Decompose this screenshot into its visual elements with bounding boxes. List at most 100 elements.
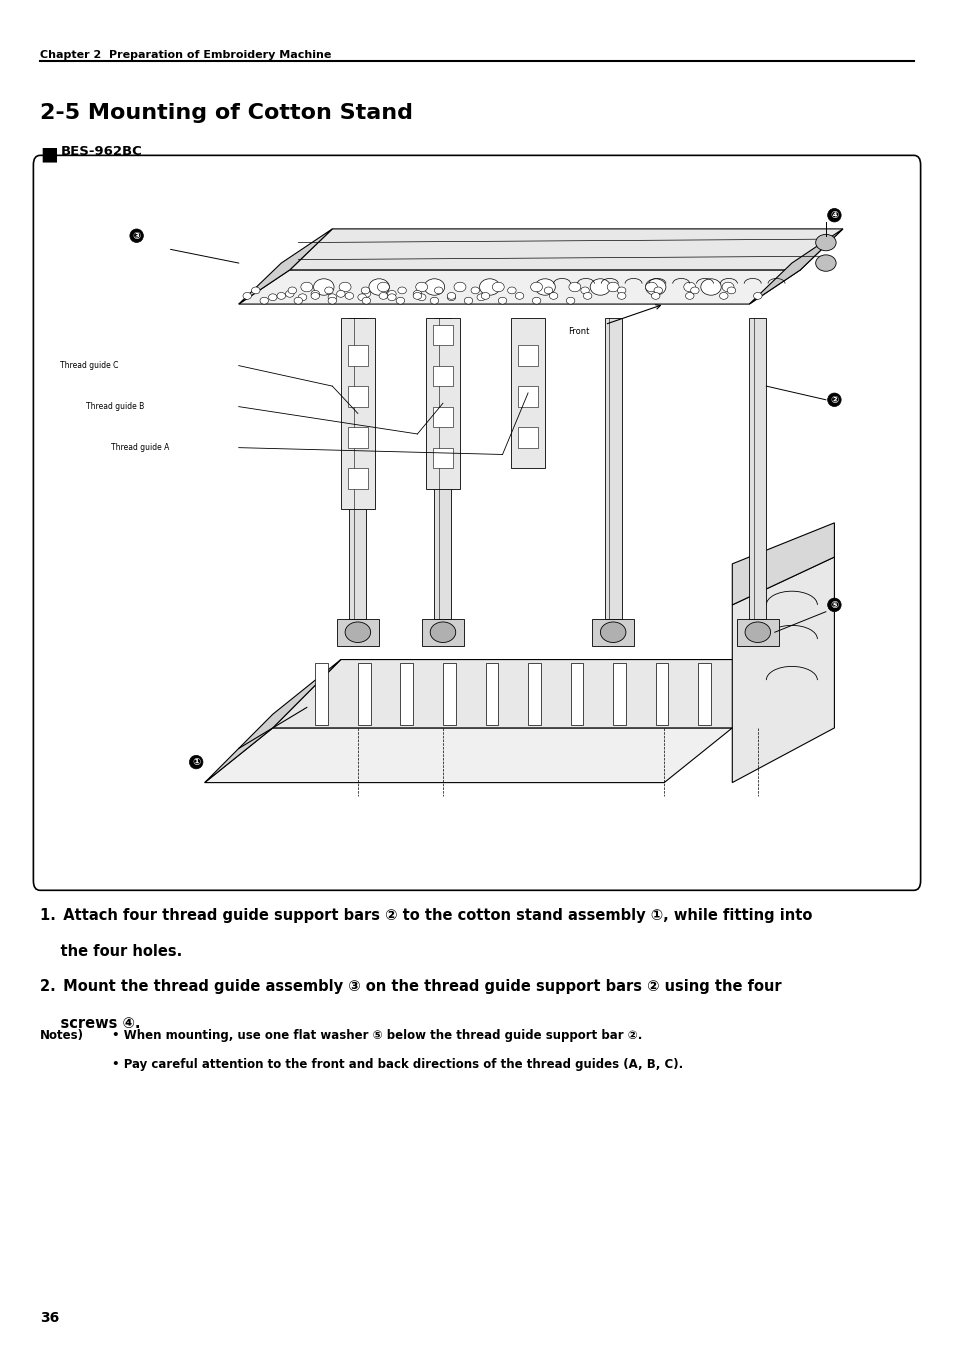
Circle shape: [726, 286, 735, 293]
Circle shape: [416, 282, 427, 292]
Text: ②: ②: [829, 394, 838, 405]
Circle shape: [617, 292, 625, 300]
Polygon shape: [655, 663, 668, 724]
Circle shape: [260, 297, 268, 304]
Polygon shape: [347, 469, 368, 489]
Circle shape: [530, 282, 542, 292]
Text: ■: ■: [40, 145, 58, 163]
Circle shape: [361, 286, 370, 293]
Polygon shape: [511, 317, 544, 469]
Circle shape: [243, 292, 252, 300]
Text: ①: ①: [192, 757, 200, 767]
Text: 36: 36: [40, 1312, 59, 1325]
Circle shape: [447, 293, 456, 301]
Polygon shape: [433, 366, 453, 386]
Circle shape: [345, 292, 354, 300]
Circle shape: [413, 292, 421, 300]
Polygon shape: [290, 228, 842, 270]
Circle shape: [543, 286, 552, 293]
Circle shape: [492, 282, 504, 292]
Polygon shape: [273, 659, 800, 728]
Circle shape: [395, 297, 404, 304]
Circle shape: [314, 278, 334, 296]
Circle shape: [599, 621, 625, 643]
Circle shape: [387, 290, 395, 297]
Circle shape: [417, 293, 425, 301]
Circle shape: [645, 278, 665, 296]
Circle shape: [336, 290, 345, 297]
Circle shape: [721, 282, 733, 292]
Polygon shape: [238, 228, 332, 304]
Circle shape: [515, 292, 523, 300]
Circle shape: [430, 621, 456, 643]
Text: BES-962BC: BES-962BC: [61, 145, 143, 158]
Polygon shape: [433, 324, 453, 345]
Polygon shape: [349, 317, 366, 619]
Polygon shape: [591, 619, 634, 646]
Polygon shape: [570, 663, 583, 724]
Polygon shape: [517, 345, 537, 366]
Circle shape: [434, 286, 442, 293]
Circle shape: [338, 282, 351, 292]
Circle shape: [387, 293, 395, 301]
Circle shape: [328, 297, 336, 304]
Text: 2. Mount the thread guide assembly ③ on the thread guide support bars ② using th: 2. Mount the thread guide assembly ③ on …: [40, 979, 781, 994]
Polygon shape: [604, 317, 621, 619]
Text: the four holes.: the four holes.: [40, 944, 182, 959]
Circle shape: [645, 282, 657, 292]
Circle shape: [369, 278, 389, 296]
Circle shape: [719, 292, 727, 300]
Polygon shape: [433, 407, 453, 427]
Circle shape: [397, 286, 406, 293]
Circle shape: [447, 292, 456, 300]
Circle shape: [683, 282, 695, 292]
Polygon shape: [736, 619, 779, 646]
Circle shape: [362, 290, 371, 297]
Polygon shape: [340, 317, 375, 509]
Circle shape: [464, 297, 473, 304]
Circle shape: [815, 255, 835, 272]
Circle shape: [362, 297, 371, 304]
Circle shape: [744, 621, 770, 643]
Text: Thread guide C: Thread guide C: [60, 361, 118, 370]
Circle shape: [377, 282, 389, 292]
Circle shape: [424, 278, 444, 296]
Polygon shape: [442, 663, 456, 724]
Text: screws ④.: screws ④.: [40, 1016, 140, 1031]
Circle shape: [590, 278, 610, 296]
Text: • When mounting, use one flat washer ⑤ below the thread guide support bar ②.: • When mounting, use one flat washer ⑤ b…: [112, 1029, 641, 1043]
Polygon shape: [425, 317, 459, 489]
Circle shape: [454, 282, 465, 292]
Circle shape: [252, 286, 260, 293]
Circle shape: [357, 293, 366, 301]
Circle shape: [300, 282, 313, 292]
Polygon shape: [238, 270, 800, 304]
Circle shape: [378, 292, 387, 300]
Text: ④: ④: [829, 211, 838, 220]
Text: Chapter 2  Preparation of Embroidery Machine: Chapter 2 Preparation of Embroidery Mach…: [40, 50, 331, 59]
Circle shape: [497, 297, 506, 304]
Circle shape: [532, 297, 540, 304]
Circle shape: [298, 293, 307, 301]
Text: 1. Attach four thread guide support bars ② to the cotton stand assembly ①, while: 1. Attach four thread guide support bars…: [40, 908, 812, 923]
Circle shape: [651, 292, 659, 300]
Circle shape: [471, 286, 479, 293]
Circle shape: [276, 292, 285, 300]
Circle shape: [700, 278, 720, 296]
Polygon shape: [732, 557, 834, 782]
Polygon shape: [205, 659, 340, 782]
Polygon shape: [315, 663, 328, 724]
Polygon shape: [205, 728, 732, 782]
Circle shape: [413, 290, 421, 297]
Circle shape: [617, 286, 625, 293]
Polygon shape: [528, 663, 540, 724]
Circle shape: [606, 282, 618, 292]
Circle shape: [480, 292, 489, 300]
Circle shape: [654, 286, 661, 293]
Circle shape: [580, 286, 589, 293]
Polygon shape: [517, 427, 537, 447]
Text: ③: ③: [132, 231, 141, 240]
Circle shape: [268, 293, 276, 301]
Circle shape: [324, 286, 333, 293]
Polygon shape: [400, 663, 413, 724]
